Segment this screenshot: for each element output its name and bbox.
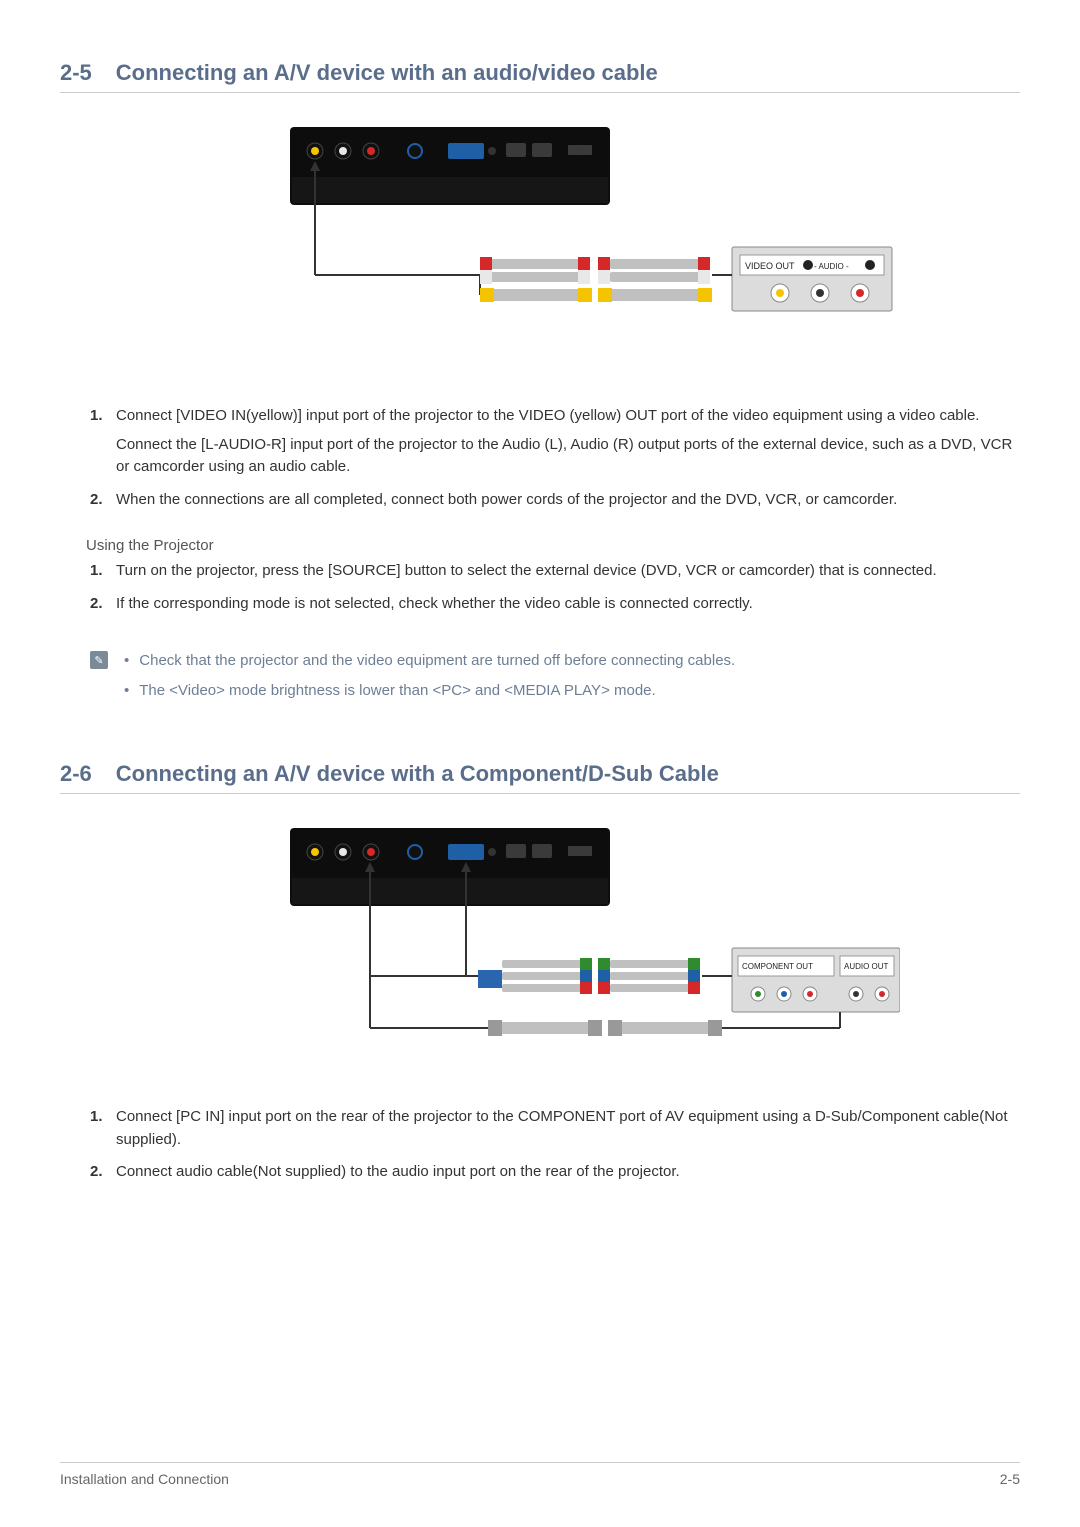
step-number: 1. <box>90 1106 116 1151</box>
step-text: Connect audio cable(Not supplied) to the… <box>116 1161 1020 1184</box>
section-heading-2-5: 2-5 Connecting an A/V device with an aud… <box>60 60 1020 93</box>
step-text: When the connections are all completed, … <box>116 489 1020 512</box>
instructions-list-b: 1. Turn on the projector, press the [SOU… <box>60 560 1020 615</box>
step-number: 1. <box>90 560 116 583</box>
step-number: 2. <box>90 489 116 512</box>
section-title: Connecting an A/V device with an audio/v… <box>116 60 658 86</box>
step-number: 2. <box>90 593 116 616</box>
page-footer: Installation and Connection 2-5 <box>60 1462 1020 1487</box>
svg-text:- AUDIO -: - AUDIO - <box>814 262 849 271</box>
step-item: 2. When the connections are all complete… <box>90 489 1020 512</box>
diagram-av-cable: VIDEO OUT - AUDIO - <box>60 117 1020 377</box>
step-item: 1. Connect [PC IN] input port on the rea… <box>90 1106 1020 1151</box>
footer-left: Installation and Connection <box>60 1471 229 1487</box>
instructions-list-2-6: 1. Connect [PC IN] input port on the rea… <box>60 1106 1020 1184</box>
component-out-label: COMPONENT OUT <box>742 962 813 971</box>
step-item: 1. Turn on the projector, press the [SOU… <box>90 560 1020 583</box>
note-icon: ✎ <box>90 651 108 669</box>
instructions-list-a: 1. Connect [VIDEO IN(yellow)] input port… <box>60 405 1020 511</box>
note-block: ✎ •Check that the projector and the vide… <box>90 649 1020 709</box>
section-number: 2-5 <box>60 60 92 86</box>
step-text: Turn on the projector, press the [SOURCE… <box>116 560 1020 583</box>
diagram-component-cable: COMPONENT OUT AUDIO OUT <box>60 818 1020 1078</box>
note-item: •Check that the projector and the video … <box>124 649 1020 673</box>
section-heading-2-6: 2-6 Connecting an A/V device with a Comp… <box>60 761 1020 794</box>
step-item: 1. Connect [VIDEO IN(yellow)] input port… <box>90 405 1020 479</box>
note-list: •Check that the projector and the video … <box>124 649 1020 709</box>
video-out-label: VIDEO OUT <box>745 261 795 271</box>
av-diagram-svg: VIDEO OUT - AUDIO - <box>180 117 900 377</box>
step-number: 1. <box>90 405 116 479</box>
note-item: •The <Video> mode brightness is lower th… <box>124 679 1020 703</box>
section-title: Connecting an A/V device with a Componen… <box>116 761 719 787</box>
step-number: 2. <box>90 1161 116 1184</box>
component-diagram-svg: COMPONENT OUT AUDIO OUT <box>180 818 900 1078</box>
step-text: If the corresponding mode is not selecte… <box>116 593 1020 616</box>
footer-right: 2-5 <box>1000 1471 1020 1487</box>
step-item: 2. If the corresponding mode is not sele… <box>90 593 1020 616</box>
step-item: 2. Connect audio cable(Not supplied) to … <box>90 1161 1020 1184</box>
step-text: Connect [VIDEO IN(yellow)] input port of… <box>116 405 1020 479</box>
audio-out-label: AUDIO OUT <box>844 962 889 971</box>
subheading-using-projector: Using the Projector <box>86 537 1020 554</box>
section-number: 2-6 <box>60 761 92 787</box>
step-text: Connect [PC IN] input port on the rear o… <box>116 1106 1020 1151</box>
